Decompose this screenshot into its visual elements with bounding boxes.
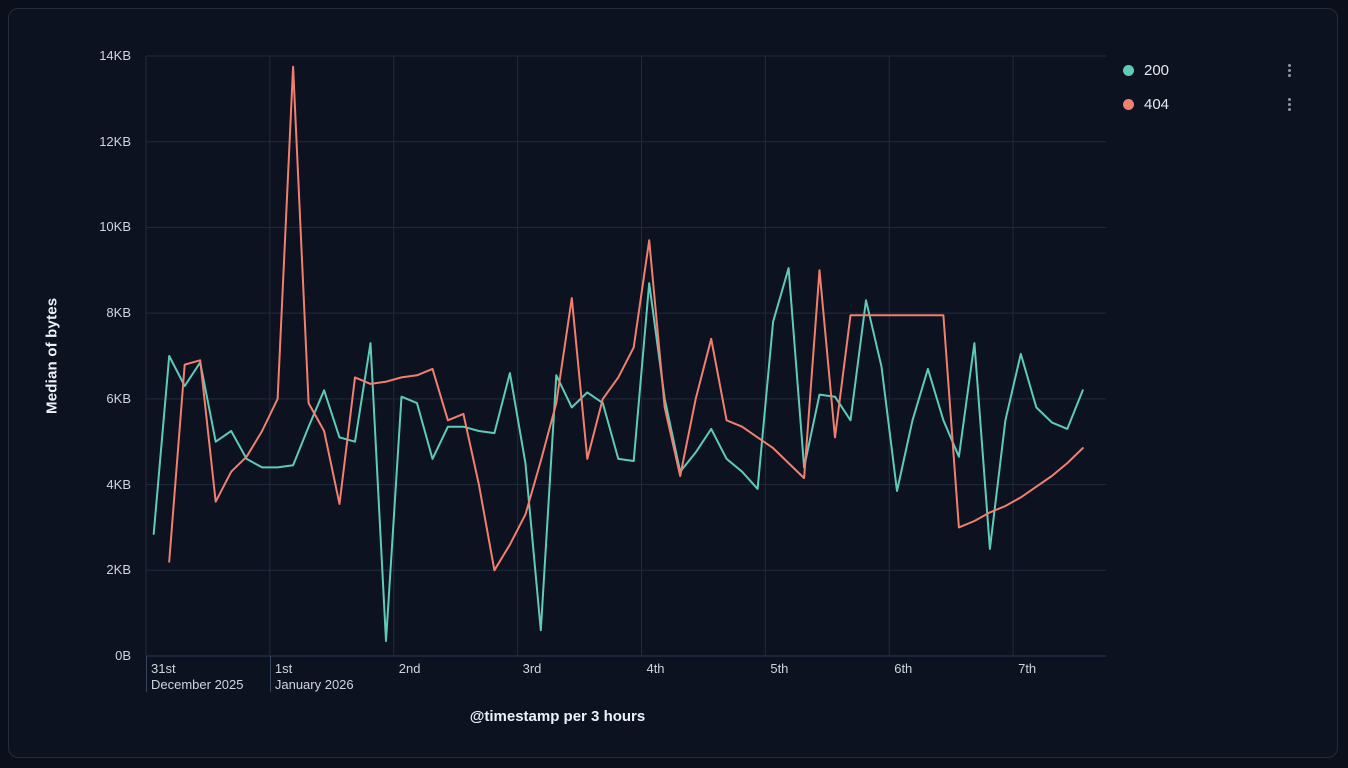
- legend-color-dot: [1123, 65, 1134, 76]
- x-tick-label: 2nd: [398, 661, 421, 676]
- x-axis-separator: [146, 656, 147, 692]
- legend-item-200[interactable]: 200: [1123, 61, 1295, 80]
- series-line-404: [168, 65, 1084, 572]
- y-tick-label: 6KB: [106, 390, 131, 406]
- x-tick-label: 7th: [1018, 661, 1037, 676]
- vertical-dots-icon: [1288, 98, 1291, 111]
- x-axis-separator: [269, 656, 271, 692]
- x-tick-label: 6th: [894, 661, 913, 676]
- x-axis-title: @timestamp per 3 hours: [469, 708, 646, 725]
- y-tick-label: 8KB: [106, 305, 131, 321]
- vertical-dots-icon: [1288, 64, 1291, 77]
- y-tick-label: 10KB: [99, 219, 131, 235]
- x-tick-label: 31st: [151, 661, 176, 676]
- x-tick-label: 1st: [274, 661, 293, 676]
- y-tick-label: 12KB: [99, 133, 131, 149]
- legend-color-dot: [1123, 99, 1134, 110]
- x-tick-sublabel: December 2025: [151, 677, 244, 692]
- y-tick-label: 0B: [115, 648, 131, 663]
- legend-options-button[interactable]: [1284, 61, 1295, 80]
- legend: 200 404: [1123, 61, 1295, 114]
- y-tick-label: 2KB: [106, 562, 131, 578]
- legend-label: 200: [1144, 62, 1170, 79]
- chart-panel: Median of bytes @timestamp per 3 hours 0…: [8, 8, 1338, 758]
- x-tick-label: 4th: [646, 661, 665, 676]
- y-tick-label: 4KB: [106, 476, 131, 492]
- legend-label: 404: [1144, 96, 1170, 113]
- legend-options-button[interactable]: [1284, 95, 1295, 114]
- y-tick-label: 14KB: [99, 48, 131, 63]
- x-tick-sublabel: January 2026: [274, 677, 354, 692]
- x-tick-label: 3rd: [522, 661, 542, 676]
- line-chart[interactable]: [9, 9, 1339, 759]
- legend-item-404[interactable]: 404: [1123, 95, 1295, 114]
- series-line-200: [152, 267, 1084, 642]
- x-tick-label: 5th: [770, 661, 789, 676]
